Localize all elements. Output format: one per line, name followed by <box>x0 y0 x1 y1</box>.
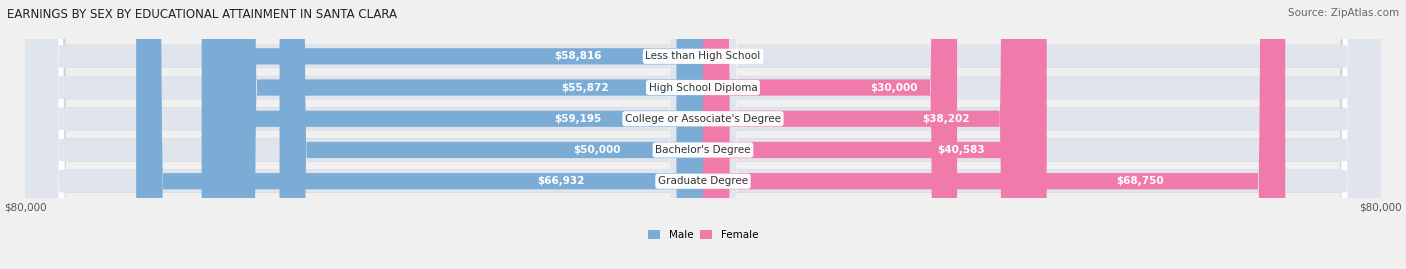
Text: $0: $0 <box>720 51 734 61</box>
Text: $30,000: $30,000 <box>870 83 917 93</box>
Text: Graduate Degree: Graduate Degree <box>658 176 748 186</box>
Text: Source: ZipAtlas.com: Source: ZipAtlas.com <box>1288 8 1399 18</box>
FancyBboxPatch shape <box>205 0 703 269</box>
FancyBboxPatch shape <box>229 0 703 269</box>
FancyBboxPatch shape <box>136 0 703 269</box>
FancyBboxPatch shape <box>25 0 703 269</box>
FancyBboxPatch shape <box>25 0 703 269</box>
FancyBboxPatch shape <box>201 0 703 269</box>
FancyBboxPatch shape <box>703 0 1381 269</box>
Legend: Male, Female: Male, Female <box>644 226 762 244</box>
FancyBboxPatch shape <box>25 0 1381 269</box>
FancyBboxPatch shape <box>703 0 1381 269</box>
Text: Bachelor's Degree: Bachelor's Degree <box>655 145 751 155</box>
Text: College or Associate's Degree: College or Associate's Degree <box>626 114 780 124</box>
Text: $58,816: $58,816 <box>555 51 602 61</box>
FancyBboxPatch shape <box>25 0 703 269</box>
FancyBboxPatch shape <box>25 0 1381 269</box>
FancyBboxPatch shape <box>25 0 703 269</box>
Text: EARNINGS BY SEX BY EDUCATIONAL ATTAINMENT IN SANTA CLARA: EARNINGS BY SEX BY EDUCATIONAL ATTAINMEN… <box>7 8 396 21</box>
Text: $68,750: $68,750 <box>1116 176 1164 186</box>
Text: Less than High School: Less than High School <box>645 51 761 61</box>
Text: $66,932: $66,932 <box>537 176 585 186</box>
FancyBboxPatch shape <box>25 0 703 269</box>
FancyBboxPatch shape <box>703 0 1381 269</box>
FancyBboxPatch shape <box>703 0 1381 269</box>
FancyBboxPatch shape <box>703 0 1046 269</box>
FancyBboxPatch shape <box>25 0 1381 269</box>
Text: $55,872: $55,872 <box>561 83 609 93</box>
FancyBboxPatch shape <box>703 0 1026 269</box>
FancyBboxPatch shape <box>703 0 957 269</box>
FancyBboxPatch shape <box>280 0 703 269</box>
FancyBboxPatch shape <box>703 0 1381 269</box>
FancyBboxPatch shape <box>25 0 1381 269</box>
Text: High School Diploma: High School Diploma <box>648 83 758 93</box>
FancyBboxPatch shape <box>25 0 1381 269</box>
Text: $40,583: $40,583 <box>936 145 984 155</box>
Text: $38,202: $38,202 <box>922 114 969 124</box>
Text: $59,195: $59,195 <box>554 114 602 124</box>
FancyBboxPatch shape <box>703 0 1285 269</box>
Text: $50,000: $50,000 <box>574 145 621 155</box>
